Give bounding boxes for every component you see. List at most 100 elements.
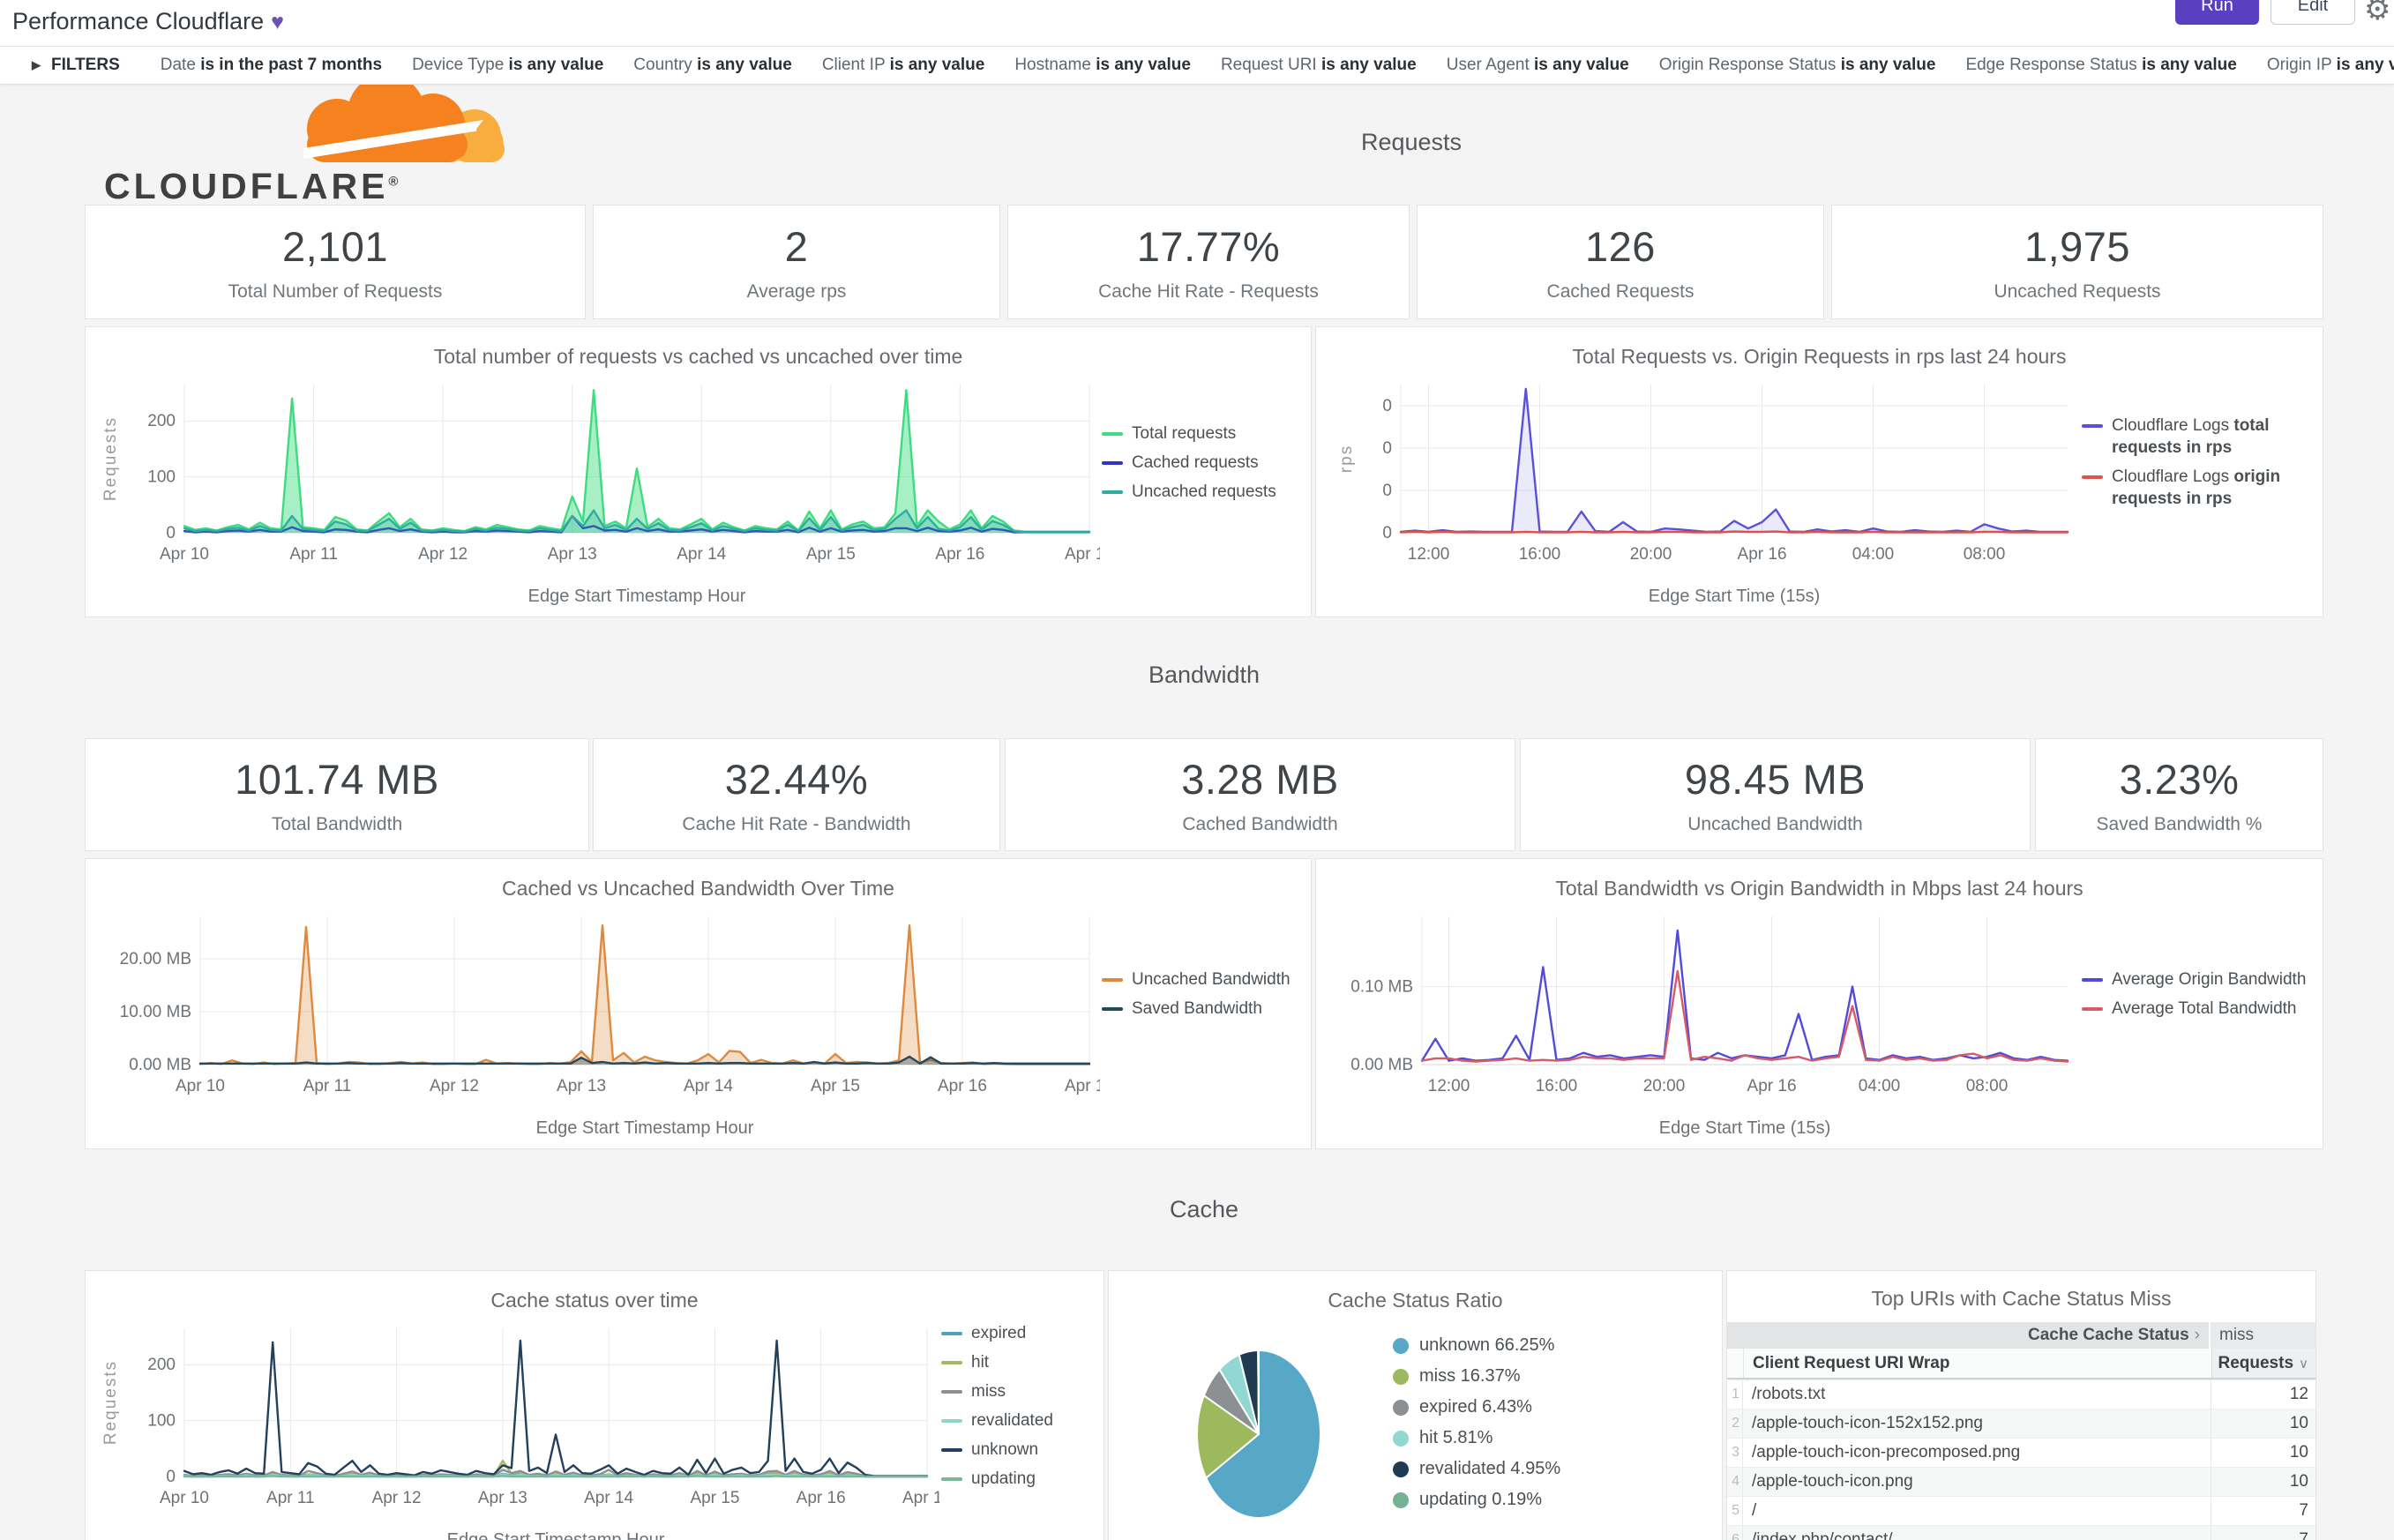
legend-item-hit[interactable]: hit 5.81% <box>1393 1427 1717 1449</box>
rps-last-24-hours-plot[interactable]: 12:00 16:00 20:00 Apr 16 04:00 08:00 0 0 0 0 rps Ed… <box>1316 370 2080 609</box>
pie-slice-unknown[interactable] <box>1205 1349 1321 1519</box>
legend-item[interactable]: Cloudflare Logs origin requests in rps <box>2082 466 2317 510</box>
legend-item-unknown[interactable]: unknown 66.25% <box>1393 1334 1717 1357</box>
legend-item-updating[interactable]: updating 0.19% <box>1393 1489 1717 1511</box>
filter-item-device-type[interactable]: Device Type is any value <box>412 55 604 74</box>
chevron-right-icon: › <box>2194 1326 2200 1344</box>
svg-text:Apr 16: Apr 16 <box>1747 1077 1797 1095</box>
legend-swatch <box>941 1448 962 1452</box>
legend-item[interactable]: hit <box>941 1351 1098 1373</box>
svg-text:Apr 16: Apr 16 <box>935 545 984 564</box>
table-row[interactable]: 2/apple-touch-icon-152x152.png 10 <box>1727 1409 2315 1438</box>
legend-item[interactable]: updating <box>941 1468 1098 1490</box>
run-button[interactable]: Run <box>2175 0 2259 25</box>
legend-item[interactable]: expired <box>941 1322 1098 1344</box>
section-heading-bandwidth: Bandwidth <box>1148 662 1261 688</box>
svg-text:Apr 15: Apr 15 <box>806 545 856 564</box>
column-header-requests[interactable]: Requests ∨ <box>2211 1349 2315 1378</box>
kpi-saved-bandwidth-pct[interactable]: 3.23% Saved Bandwidth % <box>2035 738 2323 851</box>
chart-tile-rps-last-24-hours: Total Requests vs. Origin Requests in rp… <box>1315 326 2323 617</box>
svg-text:Apr 15: Apr 15 <box>811 1077 860 1095</box>
filters-toggle[interactable]: ▶ FILTERS <box>32 56 120 75</box>
chart-tile-cache-status-over-time: Cache status over time Apr 10 Apr 11 Apr 1… <box>85 1270 1104 1540</box>
legend-item[interactable]: unknown <box>941 1439 1098 1461</box>
table-row[interactable]: 1/robots.txt 12 <box>1727 1379 2315 1409</box>
pivot-dimension-label[interactable]: Cache Cache Status › <box>1727 1322 2211 1349</box>
legend-item[interactable]: Uncached Bandwidth <box>1102 968 1305 991</box>
table-row[interactable]: 4/apple-touch-icon.png 10 <box>1727 1467 2315 1496</box>
kpi-cached-requests[interactable]: 126 Cached Requests <box>1417 205 1824 319</box>
svg-text:Apr 14: Apr 14 <box>677 545 726 564</box>
svg-text:Apr 11: Apr 11 <box>303 1077 352 1095</box>
cached-vs-uncached-bandwidth-plot[interactable]: Apr 10 Apr 11 Apr 12 Apr 13 Apr 14 Apr 15 Apr … <box>86 902 1100 1140</box>
table-row[interactable]: 3/apple-touch-icon-precomposed.png 10 <box>1727 1438 2315 1467</box>
page-title: Performance Cloudflare ♥ <box>12 8 284 35</box>
legend-swatch <box>2082 475 2103 479</box>
legend-swatch <box>2082 978 2103 982</box>
svg-text:Apr 11: Apr 11 <box>266 1489 315 1507</box>
svg-text:04:00: 04:00 <box>1859 1077 1901 1095</box>
cache-status-over-time-plot[interactable]: Apr 10 Apr 11 Apr 12 Apr 13 Apr 14 Apr 15 Apr … <box>86 1314 939 1540</box>
filter-item-client-ip[interactable]: Client IP is any value <box>821 55 985 74</box>
pie-slice-updating[interactable] <box>1257 1349 1260 1435</box>
kpi-uncached-requests[interactable]: 1,975 Uncached Requests <box>1831 205 2323 319</box>
filter-item-request-uri[interactable]: Request URI is any value <box>1220 55 1417 74</box>
edit-button[interactable]: Edit <box>2271 0 2355 25</box>
kpi-total-bandwidth[interactable]: 101.74 MB Total Bandwidth <box>85 738 589 851</box>
filters-label: FILTERS <box>51 55 120 74</box>
kpi-label: Cache Hit Rate - Requests <box>1098 280 1319 302</box>
legend-swatch <box>1102 1007 1123 1011</box>
table-row[interactable]: 5/7 <box>1727 1496 2315 1525</box>
kpi-uncached-bandwidth[interactable]: 98.45 MB Uncached Bandwidth <box>1520 738 2031 851</box>
pie-slice-miss[interactable] <box>1196 1394 1261 1480</box>
legend-item[interactable]: miss <box>941 1380 1098 1402</box>
registered-mark: ® <box>388 174 399 190</box>
legend-item[interactable]: Saved Bandwidth <box>1102 998 1305 1020</box>
kpi-average-rps[interactable]: 2 Average rps <box>593 205 1000 319</box>
table-column-headers: Client Request URI Wrap Requests ∨ <box>1727 1349 2315 1379</box>
kpi-value: 126 <box>1585 222 1656 270</box>
cache-status-pie[interactable] <box>1109 1314 1391 1540</box>
filter-item-hostname[interactable]: Hostname is any value <box>1014 55 1191 74</box>
legend-item[interactable]: Cloudflare Logs total requests in rps <box>2082 415 2317 459</box>
legend-item-miss[interactable]: miss 16.37% <box>1393 1365 1717 1387</box>
legend-item-expired[interactable]: expired 6.43% <box>1393 1396 1717 1418</box>
svg-text:Apr 14: Apr 14 <box>584 1489 633 1507</box>
chart-tile-cache-status-ratio: Cache Status Ratio unknown 66.25% miss 16… <box>1108 1270 1723 1540</box>
filter-item-origin-ip[interactable]: Origin IP is any value <box>2266 55 2394 74</box>
legend-item-revalidated[interactable]: revalidated 4.95% <box>1393 1458 1717 1480</box>
legend-item[interactable]: Average Total Bandwidth <box>2082 998 2317 1020</box>
svg-text:Apr 10: Apr 10 <box>160 1489 209 1507</box>
kpi-cached-bandwidth[interactable]: 3.28 MB Cached Bandwidth <box>1005 738 1515 851</box>
svg-text:0: 0 <box>1382 439 1392 458</box>
sort-desc-icon: ∨ <box>2299 1357 2308 1372</box>
requests-over-time-plot[interactable]: Apr 10 Apr 11 Apr 12 Apr 13 Apr 14 Apr 15 Apr … <box>86 370 1100 609</box>
filter-item-origin-response-status[interactable]: Origin Response Status is any value <box>1658 55 1936 74</box>
kpi-value: 32.44% <box>724 755 869 803</box>
filter-item-edge-response-status[interactable]: Edge Response Status is any value <box>1965 55 2237 74</box>
svg-text:Edge Start Time (15s): Edge Start Time (15s) <box>1659 1118 1831 1138</box>
kpi-cache-hit-rate-bandwidth[interactable]: 32.44% Cache Hit Rate - Bandwidth <box>593 738 1000 851</box>
svg-text:100: 100 <box>147 468 176 487</box>
legend-item[interactable]: Uncached requests <box>1102 481 1305 503</box>
kpi-label: Total Number of Requests <box>228 280 443 302</box>
table-row[interactable]: 6/index.php/contact/7 <box>1727 1525 2315 1540</box>
legend-item[interactable]: revalidated <box>941 1409 1098 1432</box>
kpi-value: 2 <box>784 222 809 270</box>
legend-item[interactable]: Average Origin Bandwidth <box>2082 968 2317 991</box>
svg-text:10.00 MB: 10.00 MB <box>120 1003 191 1021</box>
svg-text:Edge Start Timestamp Hour: Edge Start Timestamp Hour <box>536 1118 754 1138</box>
row-number-column-header <box>1727 1349 1744 1378</box>
legend-item[interactable]: Total requests <box>1102 422 1305 445</box>
kpi-value: 1,975 <box>2024 222 2131 270</box>
filter-item-user-agent[interactable]: User Agent is any value <box>1446 55 1629 74</box>
legend-item[interactable]: Cached requests <box>1102 452 1305 474</box>
settings-gear-icon[interactable]: ⚙ <box>2364 0 2391 26</box>
filter-item-country[interactable]: Country is any value <box>633 55 792 74</box>
kpi-total-number-of-requests[interactable]: 2,101 Total Number of Requests <box>85 205 586 319</box>
filter-item-date[interactable]: Date is in the past 7 months <box>160 55 383 74</box>
column-header-uri[interactable]: Client Request URI Wrap <box>1753 1354 1950 1372</box>
svg-text:Apr 14: Apr 14 <box>684 1077 733 1095</box>
bandwidth-last-24-hours-plot[interactable]: 12:00 16:00 20:00 Apr 16 04:00 08:00 0.00 MB 0.… <box>1316 902 2080 1140</box>
kpi-cache-hit-rate-requests[interactable]: 17.77% Cache Hit Rate - Requests <box>1007 205 1410 319</box>
